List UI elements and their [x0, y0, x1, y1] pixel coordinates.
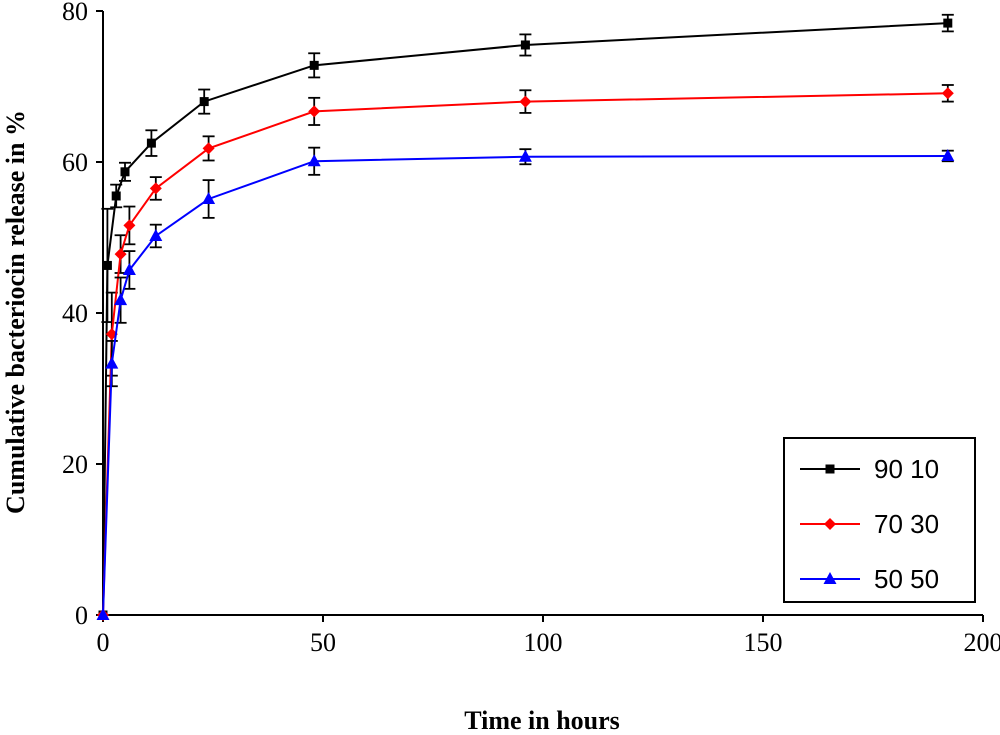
- x-tick-label: 150: [744, 628, 783, 657]
- x-tick-label: 50: [310, 628, 336, 657]
- data-point: [146, 138, 156, 148]
- y-tick-label: 40: [62, 299, 88, 328]
- data-point: [202, 191, 216, 204]
- data-point: [114, 248, 127, 261]
- y-tick-label: 20: [62, 450, 88, 479]
- data-point: [307, 154, 321, 167]
- data-point: [941, 148, 955, 161]
- data-point: [199, 97, 209, 107]
- x-tick-label: 0: [97, 628, 110, 657]
- data-point: [114, 293, 128, 306]
- data-point: [309, 60, 319, 70]
- legend-marker: [825, 464, 835, 474]
- y-tick-label: 80: [62, 0, 88, 26]
- data-point: [122, 262, 136, 275]
- legend-box: [783, 437, 976, 603]
- axes: 0 20 40 60 80 0 50 100 150 200: [62, 0, 1000, 657]
- data-point: [102, 260, 112, 270]
- data-point: [96, 608, 110, 620]
- data-point: [519, 95, 532, 108]
- legend-label: 50 50: [874, 564, 939, 594]
- y-axis-title: Cumulative bacteriocin release in %: [1, 110, 30, 514]
- legend-label: 90 10: [874, 454, 939, 484]
- legend: 90 10 70 30 50 50: [783, 437, 976, 603]
- data-point: [120, 167, 130, 177]
- x-tick-label: 200: [964, 628, 1000, 657]
- data-point: [520, 40, 530, 50]
- series-0: [98, 13, 954, 620]
- series-2: [96, 146, 955, 620]
- data-point: [518, 149, 532, 162]
- data-point: [105, 356, 119, 369]
- series-layer: [96, 13, 955, 621]
- data-point: [149, 228, 163, 241]
- y-tick-label: 0: [75, 601, 88, 630]
- data-point: [308, 105, 321, 118]
- data-point: [943, 18, 953, 28]
- x-tick-label: 100: [524, 628, 563, 657]
- x-axis-title: Time in hours: [464, 706, 620, 735]
- legend-marker: [823, 572, 837, 584]
- data-point: [123, 219, 136, 232]
- y-tick-label: 60: [62, 148, 88, 177]
- data-point: [111, 191, 121, 201]
- data-point: [149, 182, 162, 195]
- legend-marker: [824, 518, 836, 530]
- data-point: [202, 142, 215, 155]
- data-point: [941, 87, 954, 100]
- legend-label: 70 30: [874, 509, 939, 539]
